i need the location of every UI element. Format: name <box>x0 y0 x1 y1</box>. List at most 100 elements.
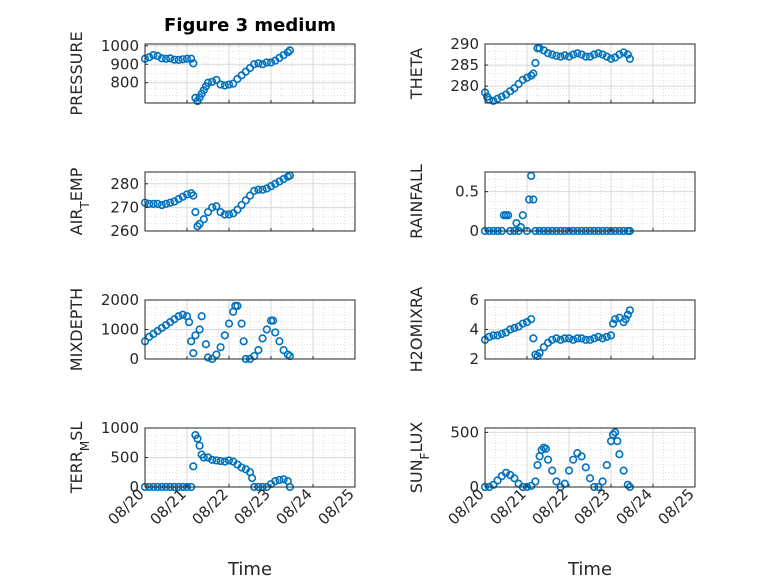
data-point <box>189 349 198 358</box>
data-point <box>581 52 590 61</box>
data-point <box>220 81 229 90</box>
data-point <box>602 332 611 341</box>
data-point <box>506 325 515 334</box>
y-axis-label: MIXDEPTH <box>67 288 86 371</box>
data-point <box>489 96 498 105</box>
y-tick-label: 0 <box>469 478 479 496</box>
data-point <box>193 434 202 443</box>
x-axis-label: Time <box>567 559 612 580</box>
data-point <box>535 349 544 358</box>
y-tick-label: 0 <box>129 350 139 368</box>
data-point <box>514 79 523 89</box>
data-point <box>590 50 599 59</box>
data-point <box>585 52 595 61</box>
data-point <box>602 52 611 61</box>
data-point <box>279 346 288 355</box>
data-point <box>621 315 630 324</box>
data-point <box>237 463 246 472</box>
y-tick-label: 285 <box>450 56 479 74</box>
data-point <box>195 325 204 334</box>
data-point <box>606 331 616 340</box>
data-point <box>625 306 635 315</box>
y-tick-label: 2 <box>469 350 479 368</box>
y-tick-label: 270 <box>110 198 139 216</box>
data-point <box>531 477 540 486</box>
data-point <box>564 52 574 61</box>
data-point <box>493 331 502 340</box>
data-point <box>220 331 229 340</box>
data-point <box>522 73 532 82</box>
data-point <box>201 340 210 349</box>
axes-box <box>144 43 356 104</box>
data-point <box>216 80 225 89</box>
y-tick-label: 500 <box>450 423 479 441</box>
y-tick-label: 800 <box>110 74 139 92</box>
data-point <box>556 335 565 344</box>
data-point <box>541 444 551 453</box>
minor-grid <box>485 44 695 103</box>
y-tick-label: 4 <box>469 321 479 339</box>
data-point <box>497 329 506 339</box>
data-point <box>569 455 578 464</box>
data-point <box>577 50 586 59</box>
data-point <box>564 466 574 475</box>
subplot-third-left: 0 1000 2000 MIXDEPTH <box>67 288 356 371</box>
subplot-second-right: 0 0.5 RAINFALL <box>407 164 696 240</box>
x-tick-label: 08/23 <box>571 485 614 528</box>
data-point <box>212 350 221 359</box>
data-point <box>275 475 284 485</box>
data-point <box>504 211 513 220</box>
data-point <box>539 343 548 352</box>
data-point <box>543 455 553 464</box>
subplot-third-right: 2 4 6 H2OMIXRA <box>407 287 696 372</box>
data-point <box>199 215 208 224</box>
data-point <box>149 50 158 60</box>
data-point <box>189 59 198 68</box>
x-tick-label: 08/20 <box>105 485 148 528</box>
x-tick-label: 08/24 <box>273 485 316 528</box>
data-point <box>518 319 527 328</box>
data-point <box>208 203 217 212</box>
scatter-series <box>480 306 635 361</box>
data-point <box>548 466 557 475</box>
data-point <box>166 54 175 63</box>
data-point <box>203 78 213 87</box>
data-point <box>262 325 271 334</box>
data-point <box>237 200 246 210</box>
y-tick-label: 280 <box>450 77 479 95</box>
data-point <box>266 58 276 67</box>
data-point <box>203 353 213 362</box>
data-point <box>573 334 582 343</box>
data-point <box>157 54 166 63</box>
data-point <box>212 202 221 211</box>
x-tick-label: 08/21 <box>487 485 530 528</box>
data-point <box>608 430 618 439</box>
data-point <box>485 332 494 341</box>
data-point <box>613 437 622 446</box>
data-point <box>489 480 498 489</box>
subplot-top-right: 280 285 290 THETA <box>407 35 696 105</box>
data-point <box>208 77 217 86</box>
data-point <box>269 316 278 325</box>
data-point <box>241 196 250 205</box>
data-point <box>552 334 561 343</box>
data-point <box>153 199 162 208</box>
x-tick-label: 08/25 <box>315 485 358 528</box>
axes-box <box>484 171 696 232</box>
data-point <box>189 191 198 200</box>
data-point <box>497 92 506 101</box>
y-axis-label: PRESSURE <box>67 31 86 115</box>
data-point <box>208 455 217 464</box>
data-point <box>199 453 208 462</box>
data-point <box>573 49 582 58</box>
y-tick-label: 1000 <box>101 419 139 437</box>
data-point <box>170 197 179 206</box>
y-axis-label: THETA <box>407 48 426 100</box>
data-point <box>552 477 561 486</box>
data-point <box>185 318 194 327</box>
data-point <box>145 53 154 62</box>
data-point <box>187 54 196 63</box>
data-point <box>189 462 198 471</box>
